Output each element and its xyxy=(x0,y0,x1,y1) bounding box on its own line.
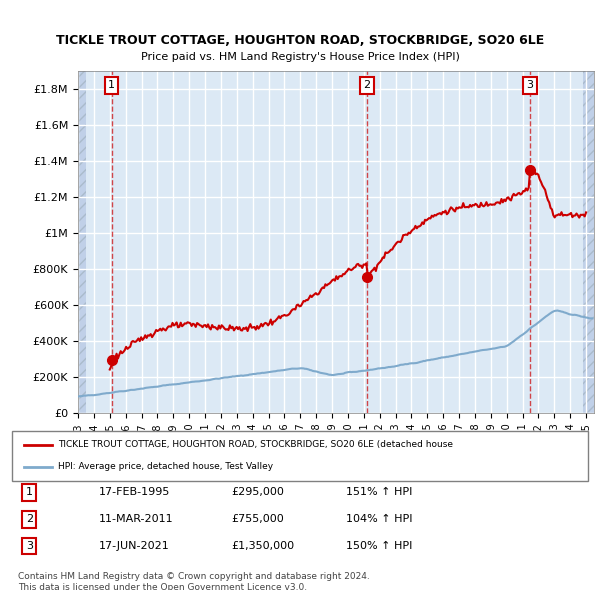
Text: 150% ↑ HPI: 150% ↑ HPI xyxy=(346,541,412,551)
Text: Price paid vs. HM Land Registry's House Price Index (HPI): Price paid vs. HM Land Registry's House … xyxy=(140,52,460,62)
Text: TICKLE TROUT COTTAGE, HOUGHTON ROAD, STOCKBRIDGE, SO20 6LE (detached house: TICKLE TROUT COTTAGE, HOUGHTON ROAD, STO… xyxy=(58,440,453,449)
Text: 3: 3 xyxy=(26,541,33,551)
Text: Contains HM Land Registry data © Crown copyright and database right 2024.
This d: Contains HM Land Registry data © Crown c… xyxy=(18,572,370,590)
Text: £295,000: £295,000 xyxy=(231,487,284,497)
Text: TICKLE TROUT COTTAGE, HOUGHTON ROAD, STOCKBRIDGE, SO20 6LE: TICKLE TROUT COTTAGE, HOUGHTON ROAD, STO… xyxy=(56,34,544,47)
Text: 1: 1 xyxy=(108,80,115,90)
Text: 2: 2 xyxy=(26,514,33,524)
Text: 17-FEB-1995: 17-FEB-1995 xyxy=(98,487,170,497)
Text: 2: 2 xyxy=(363,80,370,90)
Text: 151% ↑ HPI: 151% ↑ HPI xyxy=(346,487,412,497)
Text: £755,000: £755,000 xyxy=(231,514,284,524)
Text: 1: 1 xyxy=(26,487,33,497)
Text: 11-MAR-2011: 11-MAR-2011 xyxy=(98,514,173,524)
Text: 17-JUN-2021: 17-JUN-2021 xyxy=(98,541,169,551)
FancyBboxPatch shape xyxy=(12,431,588,481)
Text: HPI: Average price, detached house, Test Valley: HPI: Average price, detached house, Test… xyxy=(58,463,273,471)
Text: £1,350,000: £1,350,000 xyxy=(231,541,294,551)
Text: 3: 3 xyxy=(526,80,533,90)
Text: 104% ↑ HPI: 104% ↑ HPI xyxy=(346,514,413,524)
